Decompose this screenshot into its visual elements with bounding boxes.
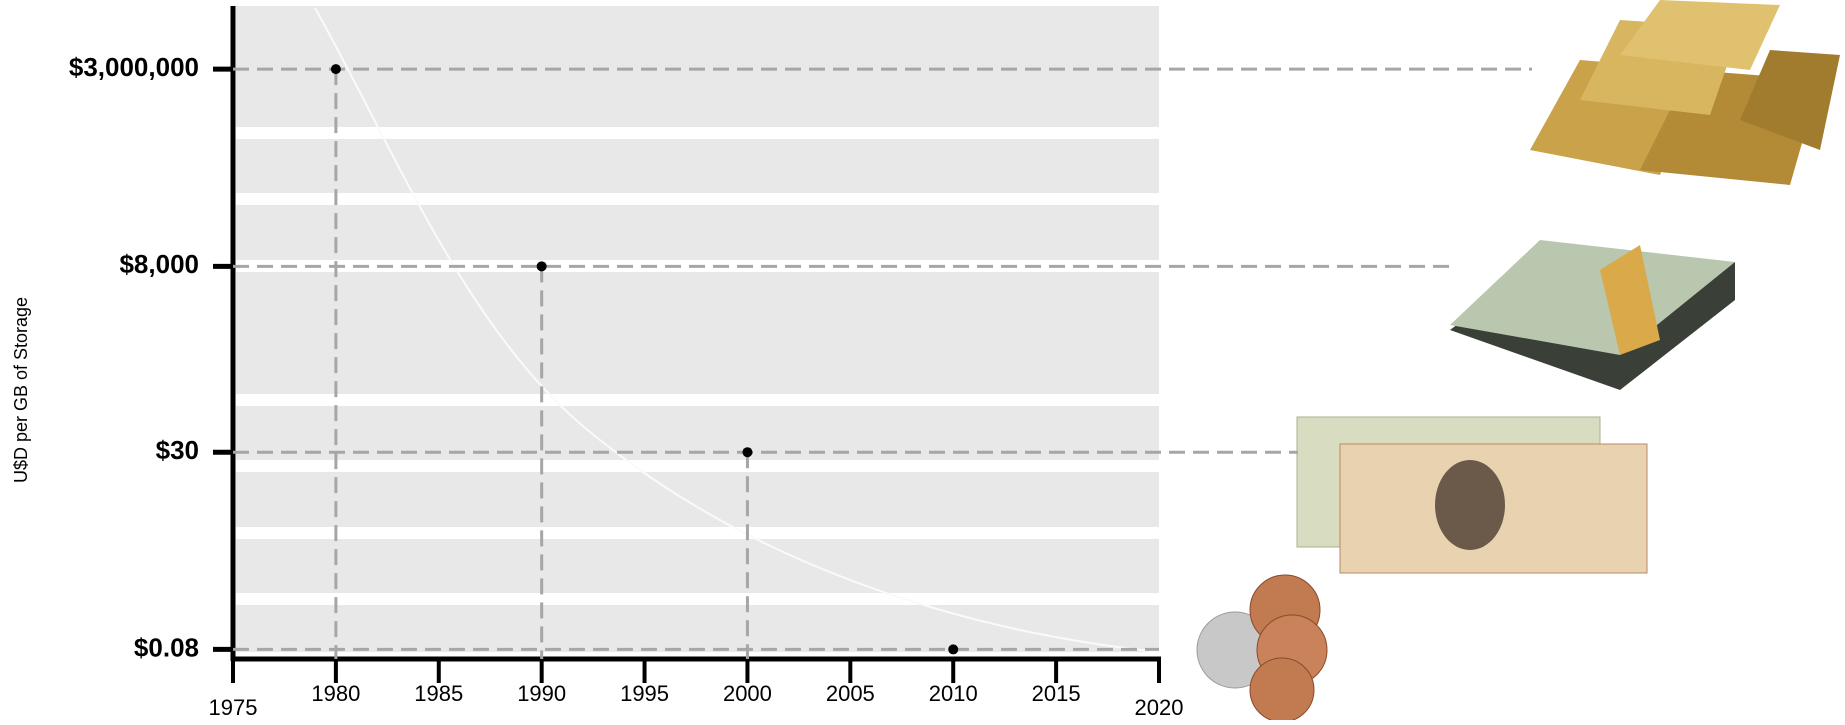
coins — [1196, 574, 1328, 723]
point — [536, 261, 547, 272]
trend-curve — [314, 7, 1160, 653]
y-axis-label: U$D per GB of Storage — [11, 297, 31, 483]
images — [1196, 0, 1840, 723]
point — [948, 644, 959, 655]
bills — [1296, 416, 1648, 574]
x-tick-label: 2010 — [929, 681, 978, 706]
plot-background — [236, 6, 1159, 652]
y-tick-label: $8,000 — [119, 249, 199, 279]
x-tick-label: 2000 — [723, 681, 772, 706]
x-tick-label: 1985 — [414, 681, 463, 706]
x-tick-label: 1995 — [620, 681, 669, 706]
x-tick-label: 2015 — [1032, 681, 1081, 706]
y-tick-label: $0.08 — [134, 632, 199, 662]
point — [330, 64, 341, 75]
x-tick-label: 1980 — [311, 681, 360, 706]
x-tick-label: 2005 — [826, 681, 875, 706]
y-tick-label: $3,000,000 — [69, 52, 199, 82]
x-tick-label: 1975 — [209, 695, 258, 720]
x-tick-label: 2020 — [1135, 695, 1184, 720]
point — [742, 447, 753, 458]
x-tick-label: 1990 — [517, 681, 566, 706]
gold-bars — [1530, 0, 1840, 185]
money-stack — [1450, 240, 1735, 390]
y-tick-label: $30 — [156, 435, 199, 465]
